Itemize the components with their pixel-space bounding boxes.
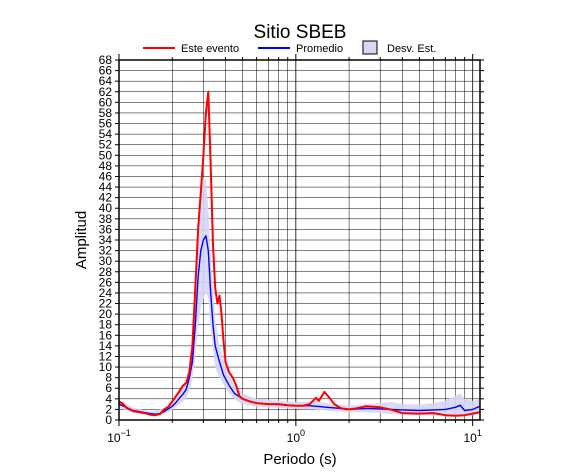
y-tick-label: 40 xyxy=(99,201,113,215)
y-tick-label: 12 xyxy=(99,349,113,363)
y-tick-label: 48 xyxy=(99,159,113,173)
axes xyxy=(115,54,484,426)
series-line-promedio xyxy=(118,235,481,415)
y-tick-label: 30 xyxy=(99,254,113,268)
y-tick-label: 44 xyxy=(99,180,113,194)
x-tick-label: 10−1 xyxy=(107,428,131,445)
y-tick-labels: 0246810121416182022242628303234363840424… xyxy=(99,53,113,427)
series-line-este-evento xyxy=(118,90,481,417)
y-tick-label: 32 xyxy=(99,244,113,258)
y-tick-label: 0 xyxy=(105,413,112,427)
y-tick-label: 8 xyxy=(105,371,112,385)
std-band xyxy=(119,176,480,416)
y-tick-label: 4 xyxy=(105,392,112,406)
y-tick-label: 2 xyxy=(105,402,112,416)
y-tick-label: 10 xyxy=(99,360,113,374)
y-tick-label: 60 xyxy=(99,95,113,109)
y-tick-label: 46 xyxy=(99,169,113,183)
y-tick-label: 42 xyxy=(99,191,113,205)
y-tick-label: 36 xyxy=(99,222,113,236)
grid xyxy=(118,59,480,421)
legend: Este evento Promedio Desv. Est. xyxy=(143,40,436,55)
x-axis-label: Periodo (s) xyxy=(263,451,336,468)
y-tick-label: 50 xyxy=(99,148,113,162)
y-tick-label: 24 xyxy=(99,286,113,300)
y-tick-label: 64 xyxy=(99,74,113,88)
x-tick-label: 101 xyxy=(463,428,481,445)
y-tick-label: 62 xyxy=(99,85,113,99)
y-tick-label: 14 xyxy=(99,339,113,353)
legend-label-este-evento: Este evento xyxy=(181,43,239,55)
legend-label-desv-est: Desv. Est. xyxy=(387,43,436,55)
std-band-area xyxy=(119,176,480,416)
y-tick-label: 52 xyxy=(99,138,113,152)
y-axis-label: Amplitud xyxy=(73,211,90,269)
x-tick-label: 100 xyxy=(287,428,305,445)
y-tick-label: 56 xyxy=(99,117,113,131)
y-tick-label: 38 xyxy=(99,212,113,226)
y-tick-label: 54 xyxy=(99,127,113,141)
x-tick-labels: 10−1 100 101 xyxy=(107,428,482,445)
legend-label-promedio: Promedio xyxy=(296,43,343,55)
y-tick-label: 26 xyxy=(99,275,113,289)
y-tick-label: 16 xyxy=(99,328,113,342)
y-tick-label: 66 xyxy=(99,64,113,78)
y-tick-label: 58 xyxy=(99,106,113,120)
chart-title: Sitio SBEB xyxy=(254,22,347,43)
y-tick-label: 6 xyxy=(105,381,112,395)
y-tick-label: 18 xyxy=(99,318,113,332)
y-tick-label: 22 xyxy=(99,297,113,311)
y-tick-label: 28 xyxy=(99,265,113,279)
y-tick-label: 34 xyxy=(99,233,113,247)
series-lines xyxy=(118,90,481,417)
y-tick-label: 20 xyxy=(99,307,113,321)
legend-swatch-desv-est xyxy=(362,40,378,55)
y-tick-label: 68 xyxy=(99,53,113,67)
